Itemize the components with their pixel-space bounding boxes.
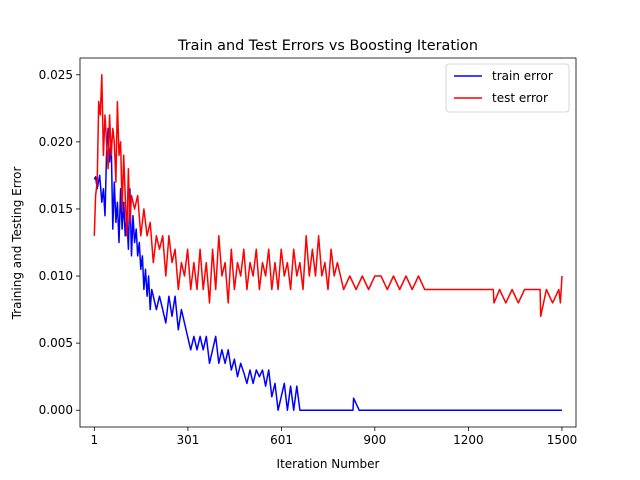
x-tick-label: 900 xyxy=(363,433,386,447)
y-tick-label: 0.020 xyxy=(39,135,73,149)
y-axis-title: Training and Testing Error xyxy=(10,167,24,321)
legend-label: test error xyxy=(492,91,548,105)
y-tick-label: 0.005 xyxy=(39,336,73,350)
x-tick-label: 601 xyxy=(270,433,293,447)
series-group xyxy=(93,74,563,411)
y-tick-label: 0.025 xyxy=(39,68,73,82)
x-axis-title: Iteration Number xyxy=(277,457,380,471)
legend-label: train error xyxy=(492,69,553,83)
x-tick-label: 1 xyxy=(91,433,99,447)
x-tick-label: 1200 xyxy=(453,433,484,447)
y-tick-label: 0.000 xyxy=(39,403,73,417)
plot-area: 1 301 601 900 1200 1500 0.000 0.005 0.010 0.015 0.… xyxy=(39,57,578,447)
x-tick-label: 1500 xyxy=(547,433,578,447)
series-line-test-error xyxy=(93,74,563,318)
y-tick-label: 0.010 xyxy=(39,269,73,283)
y-tick-label: 0.015 xyxy=(39,202,73,216)
x-tick-label: 301 xyxy=(176,433,199,447)
series-line-train-error xyxy=(93,127,562,411)
plot-frame xyxy=(79,57,577,428)
chart-title: Train and Test Errors vs Boosting Iterat… xyxy=(177,38,478,54)
